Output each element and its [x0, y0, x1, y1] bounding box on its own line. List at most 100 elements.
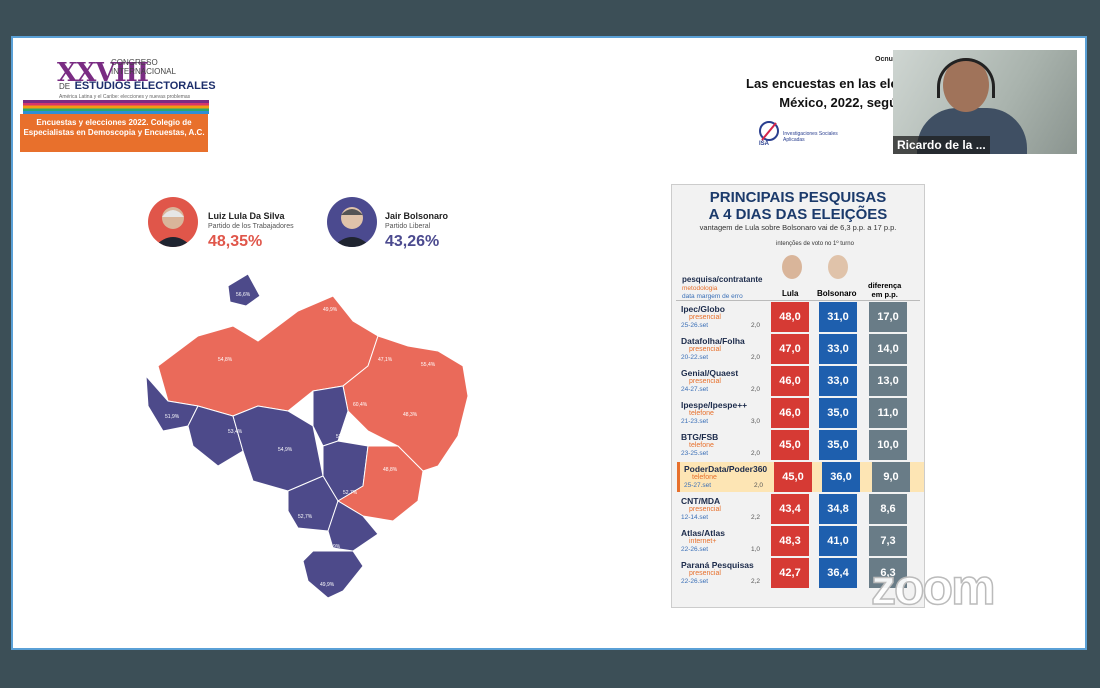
bolsonaro-party: Partido Liberal — [385, 223, 431, 230]
congress-logo-text: CONGRESO INTERNACIONAL — [111, 58, 176, 76]
poll-date: 25-26.set — [681, 322, 709, 329]
slide-title: Las encuestas en las elec México, 2022, … — [746, 76, 905, 110]
poll-name: Atlas/Atlas — [681, 528, 725, 538]
bolsonaro-small-photo — [828, 255, 848, 279]
lula-party: Partido de los Trabajadores — [208, 223, 294, 230]
poll-date: 12-14.set — [681, 514, 709, 521]
table-divider — [676, 300, 920, 301]
map-label: 52,7% — [298, 514, 313, 520]
bolsonaro-value: 36,4 — [819, 558, 857, 588]
diff-value: 7,3 — [869, 526, 907, 556]
diff-value: 14,0 — [869, 334, 907, 364]
lula-percentage: 48,35% — [208, 233, 263, 250]
map-region-roraima — [227, 273, 261, 307]
headset-icon — [937, 58, 995, 98]
bolsonaro-value: 34,8 — [819, 494, 857, 524]
isa-brand-text: Investigaciones Sociales Aplicadas — [783, 131, 838, 143]
map-label: 54,9% — [278, 447, 293, 453]
table-intent-label: intenções de voto no 1º turno — [776, 241, 854, 247]
diff-value: 9,0 — [872, 462, 910, 492]
table-head-date: data margem de erro — [682, 293, 743, 300]
map-label: 51,9% — [165, 414, 180, 420]
bolsonaro-value: 41,0 — [819, 526, 857, 556]
map-label: 49,9% — [320, 582, 335, 588]
table-row: CNT/MDA presencial 12-14.set 2,2 43,4 34,8 8,6 — [677, 494, 921, 524]
poll-name: BTG/FSB — [681, 432, 719, 442]
poll-name: Genial/Quaest — [681, 368, 739, 378]
poll-method: presencial — [689, 314, 721, 321]
congress-logo-subtitle: DE ESTUDIOS ELECTORALES América Latina y… — [59, 80, 216, 100]
poll-margin: 3,0 — [751, 418, 761, 425]
map-label: 56,6% — [236, 292, 251, 298]
svg-text:ISA: ISA — [759, 141, 770, 146]
poll-name: Datafolha/Folha — [681, 336, 745, 346]
diff-value: 13,0 — [869, 366, 907, 396]
diff-value: 10,0 — [869, 430, 907, 460]
table-row: Paraná Pesquisas presencial 22-26.set 2,2 42… — [677, 558, 921, 588]
lula-value: 48,0 — [771, 302, 809, 332]
bolsonaro-percentage: 43,26% — [385, 233, 440, 250]
participant-video[interactable]: Ricardo de la ... — [893, 50, 1077, 154]
map-label: 53,4% — [228, 429, 243, 435]
poll-name: Paraná Pesquisas — [681, 560, 754, 570]
map-region-south — [302, 550, 364, 599]
poll-method: telefone — [689, 410, 714, 417]
bolsonaro-avatar — [327, 197, 377, 247]
map-label: 47,1% — [378, 357, 393, 363]
poll-margin: 1,0 — [751, 546, 761, 553]
table-title-2: A 4 DIAS DAS ELEIÇÕES — [708, 206, 888, 223]
congress-logo-number: XXVIII — [57, 58, 149, 88]
lula-value: 45,0 — [774, 462, 812, 492]
poll-margin: 2,0 — [751, 322, 761, 329]
table-row: PoderData/Poder360 telefone 25-27.set 2,0 45… — [677, 462, 924, 492]
bolsonaro-value: 35,0 — [819, 430, 857, 460]
col-head-lula: Lula — [782, 289, 799, 298]
table-head-method: metodologia — [682, 285, 718, 292]
table-row: Ipec/Globo presencial 25-26.set 2,0 48,0 31,0… — [677, 302, 921, 332]
poll-margin: 2,2 — [751, 578, 761, 585]
poll-date: 25-27.set — [684, 482, 712, 489]
map-label: 54,8% — [218, 357, 233, 363]
col-head-bolsonaro: Bolsonaro — [817, 289, 857, 298]
poll-name: CNT/MDA — [681, 496, 721, 506]
poll-date: 22-26.set — [681, 578, 709, 585]
bolsonaro-name: Jair Bolsonaro — [385, 211, 449, 221]
poll-margin: 2,2 — [751, 514, 761, 521]
table-head-left: pesquisa/contratante — [682, 275, 763, 284]
map-region-northeast — [342, 335, 469, 472]
map-label: 52,7% — [343, 490, 358, 496]
poll-date: 20-22.set — [681, 354, 709, 361]
poll-date: 21-23.set — [681, 418, 709, 425]
lula-value: 48,3 — [771, 526, 809, 556]
bolsonaro-value: 33,0 — [819, 366, 857, 396]
poll-date: 23-25.set — [681, 450, 709, 457]
poll-margin: 2,0 — [751, 354, 761, 361]
map-region-sao-paulo — [327, 500, 379, 552]
map-label: 55,9% — [326, 544, 341, 550]
table-title-1: PRINCIPAIS PESQUISAS — [709, 189, 887, 206]
event-banner: Encuestas y elecciones 2022. Colegio de … — [20, 114, 208, 152]
diff-value: 8,6 — [869, 494, 907, 524]
brazil-results-map: 56,6% 49,9% 54,8% 47,1% 55,4% 48,3% 60,4… — [145, 273, 469, 599]
table-row: BTG/FSB telefone 23-25.set 2,0 45,0 35,0 10,0 — [677, 430, 921, 460]
table-row: Genial/Quaest presencial 24-27.set 2,0 46,0 3… — [677, 366, 921, 396]
lula-avatar — [148, 197, 198, 247]
table-row: Datafolha/Folha presencial 20-22.set 2,0 47,… — [677, 334, 921, 364]
map-region-minas — [337, 445, 424, 522]
lula-value: 43,4 — [771, 494, 809, 524]
poll-date: 22-26.set — [681, 546, 709, 553]
poll-method: presencial — [689, 570, 721, 577]
diff-value: 6,3 — [869, 558, 907, 588]
poll-name: Ipespe/Ipespe++ — [681, 400, 748, 410]
poll-margin: 2,0 — [751, 386, 761, 393]
lula-value: 46,0 — [771, 366, 809, 396]
isa-logo-icon: ISA — [757, 120, 781, 147]
poll-method: internet+ — [689, 538, 717, 545]
map-label: 48,3% — [403, 412, 418, 418]
poll-margin: 2,0 — [754, 482, 764, 489]
lula-name: Luiz Lula Da Silva — [208, 211, 285, 221]
zoom-watermark: zoom — [870, 558, 996, 616]
map-label: 48,8% — [383, 467, 398, 473]
map-label: 52,2% — [336, 434, 351, 440]
poll-name: PoderData/Poder360 — [684, 464, 768, 474]
